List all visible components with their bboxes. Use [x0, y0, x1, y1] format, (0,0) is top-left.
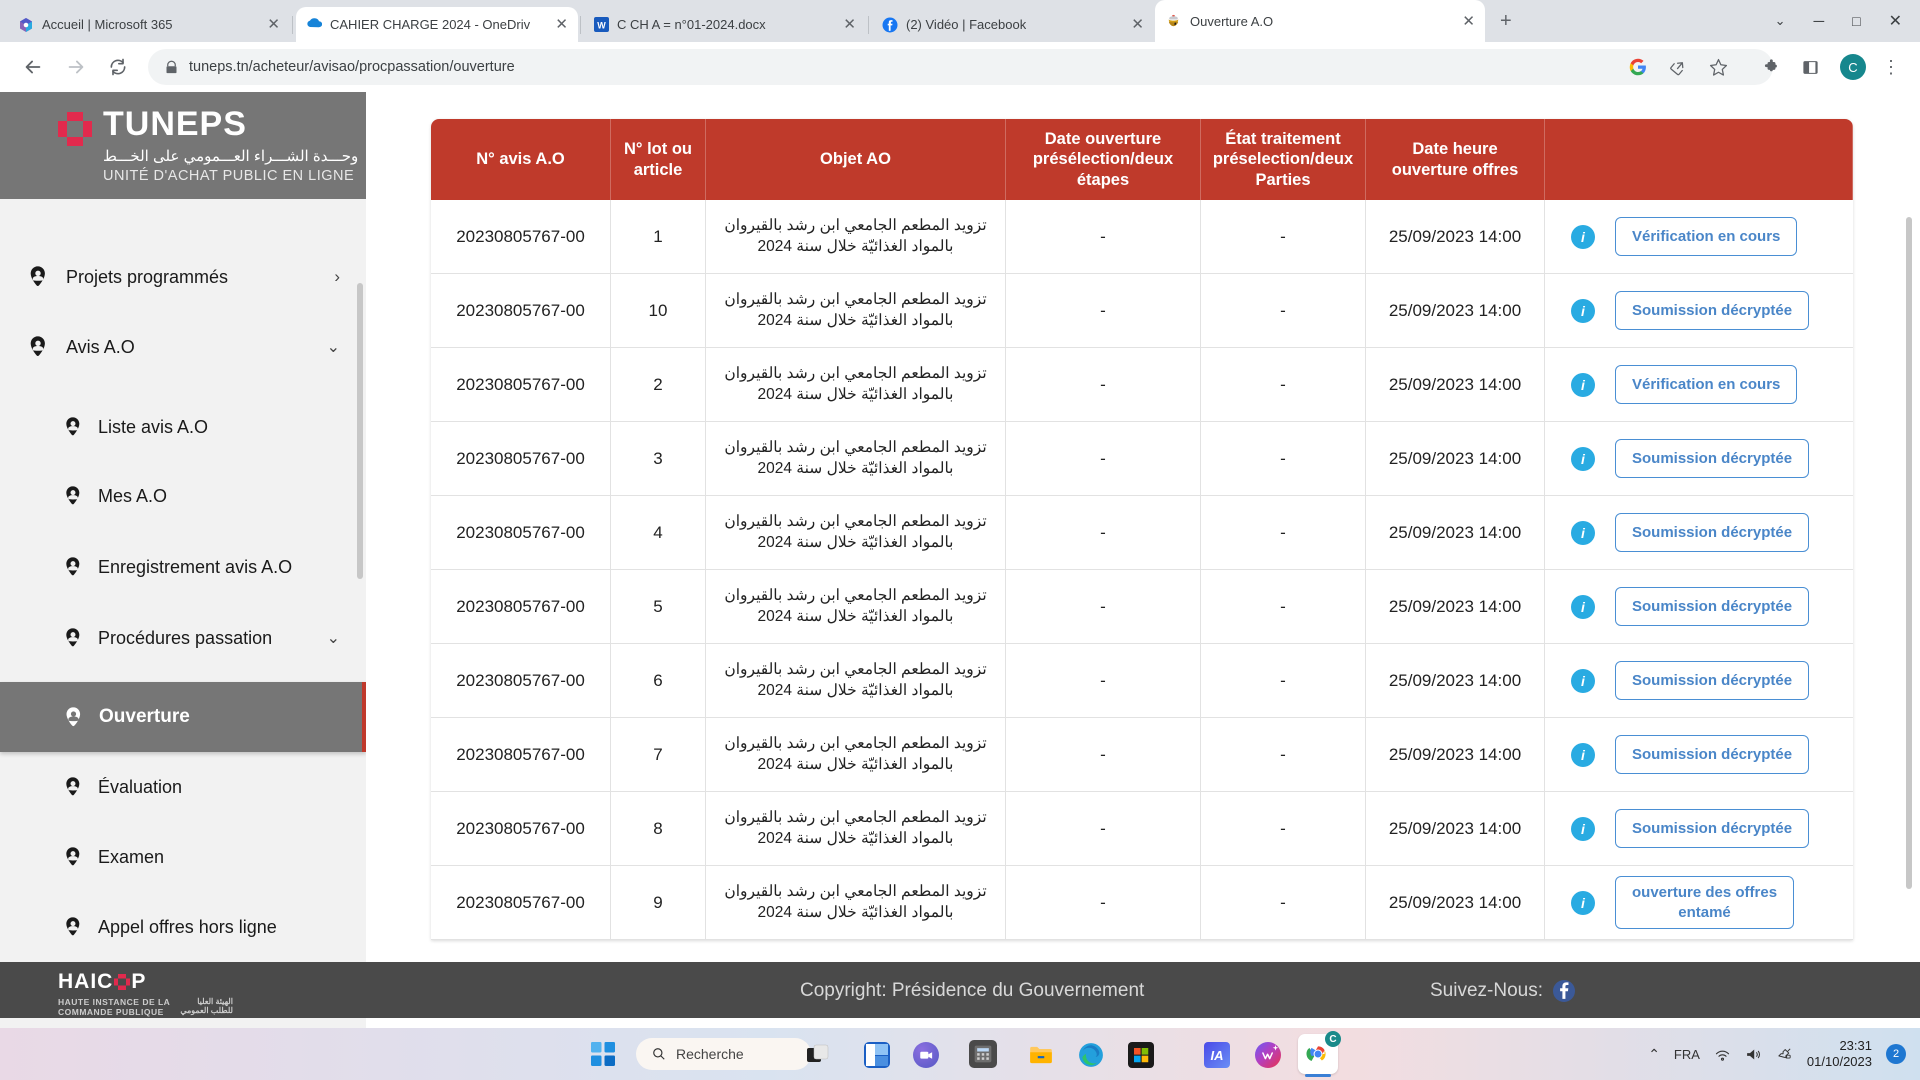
- svg-text:W: W: [597, 21, 606, 31]
